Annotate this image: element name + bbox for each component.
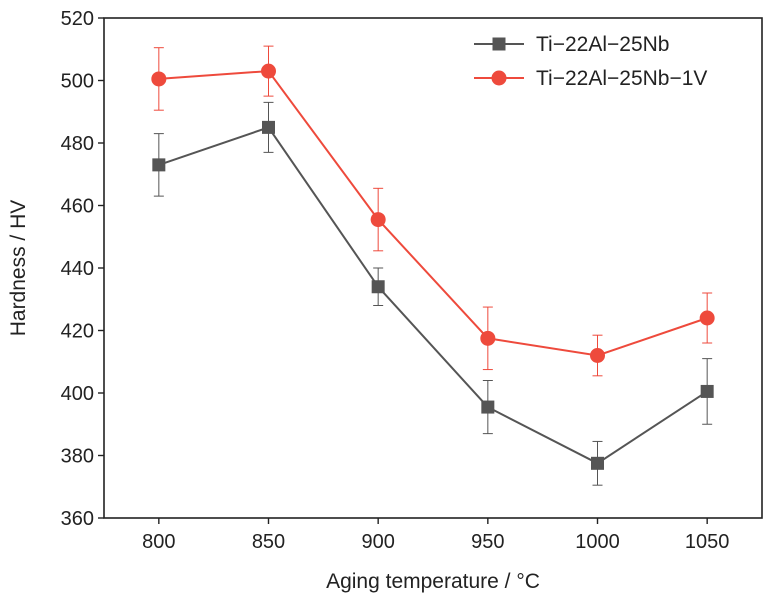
y-tick-label: 400 [61,383,94,405]
legend-marker [492,37,506,51]
plot-frame [103,17,763,519]
legend-label: Ti−22Al−25Nb [536,33,669,56]
data-point [151,71,167,87]
x-tick-label: 1000 [575,531,620,553]
data-point [261,63,276,79]
y-axis-title: Hardness / HV [7,200,30,337]
data-point [481,400,495,414]
axis-ticks: 800 850 900 950 1000 1050 360 380 400 420 440 460 48… [61,8,730,553]
legend-marker [491,70,507,86]
legend-label: Ti−22Al−25Nb−1V [536,67,707,90]
legend: Ti−22Al−25Nb Ti−22Al−25Nb−1V [474,33,707,90]
data-point [152,158,166,172]
series-2 [151,45,715,377]
x-tick-label: 950 [471,531,504,553]
series-1 [152,101,714,486]
data-point [591,456,604,470]
x-tick-label: 1050 [685,531,730,553]
data-point [590,348,605,363]
data-point [262,120,275,134]
data-point [371,280,385,294]
x-tick-label: 850 [252,531,285,553]
x-axis-title: Aging temperature / °C [326,570,540,593]
y-tick-label: 500 [61,71,94,93]
y-tick-label: 440 [61,258,94,280]
y-tick-label: 520 [61,8,94,30]
x-tick-label: 900 [361,531,394,553]
legend-item-1: Ti−22Al−25Nb [474,33,669,56]
legend-item-2: Ti−22Al−25Nb−1V [474,67,707,90]
data-point [370,212,386,228]
y-tick-label: 420 [61,321,94,343]
series-line [158,126,708,465]
data-point [700,384,714,398]
x-tick-label: 800 [142,531,175,553]
y-tick-label: 460 [61,196,94,218]
y-tick-label: 480 [61,133,94,155]
data-point [699,310,715,326]
y-tick-label: 380 [61,446,94,468]
data-point [480,330,496,346]
y-tick-label: 360 [61,508,94,530]
series-line [158,70,708,357]
plot-marks [151,45,715,486]
